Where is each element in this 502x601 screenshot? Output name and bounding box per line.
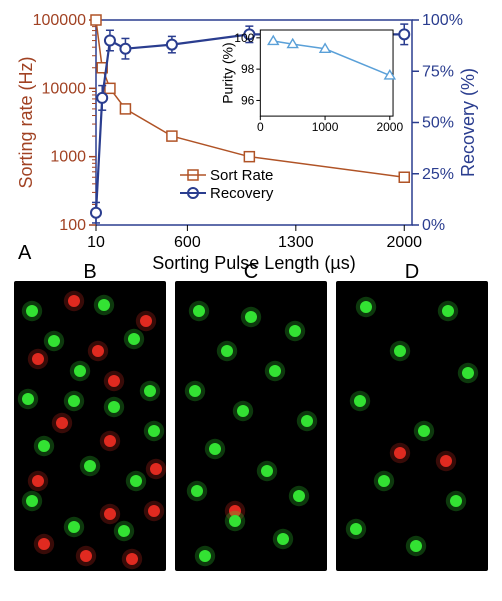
figure-root: 1060013002000Sorting Pulse Length (µs)10… [0, 0, 502, 601]
microscopy-row: B C D [14, 281, 488, 581]
svg-text:25%: 25% [422, 166, 454, 183]
svg-text:75%: 75% [422, 63, 454, 80]
svg-text:Purity (%): Purity (%) [219, 42, 235, 103]
svg-text:98: 98 [241, 62, 255, 76]
svg-text:1000: 1000 [312, 120, 339, 134]
svg-text:10000: 10000 [42, 80, 87, 97]
svg-text:100: 100 [234, 31, 254, 45]
panel-b-image [14, 281, 166, 571]
panel-d-image [336, 281, 488, 571]
svg-text:Recovery (%): Recovery (%) [458, 68, 478, 177]
svg-text:100%: 100% [422, 12, 463, 29]
svg-text:Sort Rate: Sort Rate [210, 167, 273, 184]
svg-text:100: 100 [59, 217, 86, 234]
svg-text:1300: 1300 [278, 234, 314, 251]
svg-text:0: 0 [257, 120, 264, 134]
svg-text:96: 96 [241, 93, 255, 107]
svg-text:2000: 2000 [376, 120, 403, 134]
svg-text:2000: 2000 [386, 234, 422, 251]
panel-c-image [175, 281, 327, 571]
svg-text:50%: 50% [422, 115, 454, 132]
svg-text:0%: 0% [422, 217, 445, 234]
panel-a-chart: 1060013002000Sorting Pulse Length (µs)10… [14, 10, 488, 275]
svg-text:10: 10 [87, 234, 105, 251]
panel-a: 1060013002000Sorting Pulse Length (µs)10… [14, 10, 488, 275]
panel-a-letter: A [18, 242, 31, 265]
svg-text:1000: 1000 [50, 149, 86, 166]
svg-text:Sorting rate (Hz): Sorting rate (Hz) [16, 56, 36, 188]
svg-text:600: 600 [174, 234, 201, 251]
svg-text:Recovery: Recovery [210, 185, 274, 202]
svg-text:100000: 100000 [33, 12, 86, 29]
